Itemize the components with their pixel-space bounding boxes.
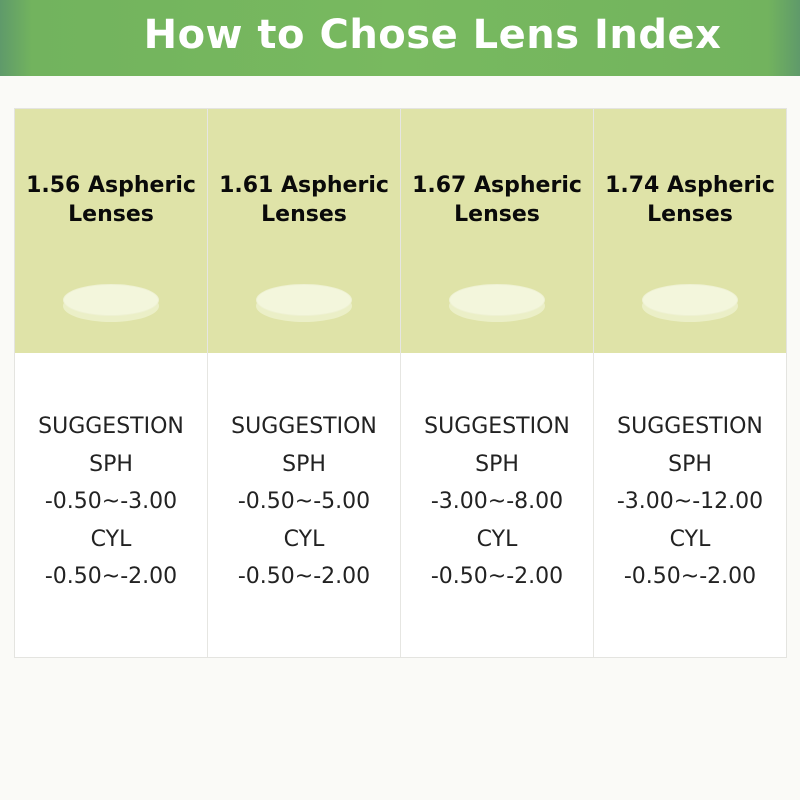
- sph-label: SPH: [89, 451, 133, 477]
- sph-range: -3.00~-8.00: [430, 489, 564, 514]
- suggestion-label: SUGGESTION: [38, 414, 184, 439]
- suggestion-label: SUGGESTION: [424, 414, 570, 439]
- lens-column: 1.74 Aspheric Lenses SUGGESTION SPH -3.00…: [594, 109, 786, 657]
- sph-range: -0.50~-3.00: [44, 489, 178, 514]
- lens-sub: Lenses: [647, 202, 733, 227]
- lens-title: 1.74 Aspheric Lenses: [594, 171, 786, 229]
- lens-index-table: 1.56 Aspheric Lenses SUGGESTION SPH -0.50…: [14, 108, 787, 658]
- sph-range: -3.00~-12.00: [616, 489, 764, 514]
- cyl-label: CYL: [283, 526, 325, 552]
- lens-title: 1.67 Aspheric Lenses: [401, 171, 593, 229]
- lens-suggestion-cell: SUGGESTION SPH -3.00~-12.00 CYL -0.50~-2…: [594, 353, 786, 657]
- lens-image: [256, 284, 352, 322]
- cyl-range: -0.50~-2.00: [44, 564, 178, 589]
- suggestion-label: SUGGESTION: [617, 414, 763, 439]
- cyl-label: CYL: [669, 526, 711, 552]
- cyl-label: CYL: [476, 526, 518, 552]
- lens-sub: Lenses: [454, 202, 540, 227]
- lens-header-cell: 1.74 Aspheric Lenses: [594, 109, 786, 353]
- lens-name: 1.56 Aspheric: [26, 173, 196, 198]
- lens-image: [642, 284, 738, 322]
- lens-name: 1.74 Aspheric: [605, 173, 775, 198]
- cyl-label: CYL: [90, 526, 132, 552]
- lens-suggestion-cell: SUGGESTION SPH -0.50~-5.00 CYL -0.50~-2.…: [208, 353, 400, 657]
- sph-range: -0.50~-5.00: [237, 489, 371, 514]
- header-banner: How to Chose Lens Index: [0, 0, 800, 76]
- sph-label: SPH: [668, 451, 712, 477]
- lens-column: 1.56 Aspheric Lenses SUGGESTION SPH -0.50…: [15, 109, 208, 657]
- lens-header-cell: 1.61 Aspheric Lenses: [208, 109, 400, 353]
- lens-image: [63, 284, 159, 322]
- lens-header-cell: 1.67 Aspheric Lenses: [401, 109, 593, 353]
- lens-suggestion-cell: SUGGESTION SPH -0.50~-3.00 CYL -0.50~-2.…: [15, 353, 207, 657]
- lens-sub: Lenses: [261, 202, 347, 227]
- page-title: How to Chose Lens Index: [143, 12, 722, 58]
- cyl-range: -0.50~-2.00: [237, 564, 371, 589]
- lens-title: 1.61 Aspheric Lenses: [208, 171, 400, 229]
- lens-suggestion-cell: SUGGESTION SPH -3.00~-8.00 CYL -0.50~-2.…: [401, 353, 593, 657]
- lens-name: 1.61 Aspheric: [219, 173, 389, 198]
- lens-header-cell: 1.56 Aspheric Lenses: [15, 109, 207, 353]
- lens-name: 1.67 Aspheric: [412, 173, 582, 198]
- lens-image: [449, 284, 545, 322]
- suggestion-label: SUGGESTION: [231, 414, 377, 439]
- cyl-range: -0.50~-2.00: [623, 564, 757, 589]
- lens-column: 1.61 Aspheric Lenses SUGGESTION SPH -0.50…: [208, 109, 401, 657]
- lens-title: 1.56 Aspheric Lenses: [15, 171, 207, 229]
- sph-label: SPH: [282, 451, 326, 477]
- cyl-range: -0.50~-2.00: [430, 564, 564, 589]
- sph-label: SPH: [475, 451, 519, 477]
- lens-column: 1.67 Aspheric Lenses SUGGESTION SPH -3.00…: [401, 109, 594, 657]
- lens-sub: Lenses: [68, 202, 154, 227]
